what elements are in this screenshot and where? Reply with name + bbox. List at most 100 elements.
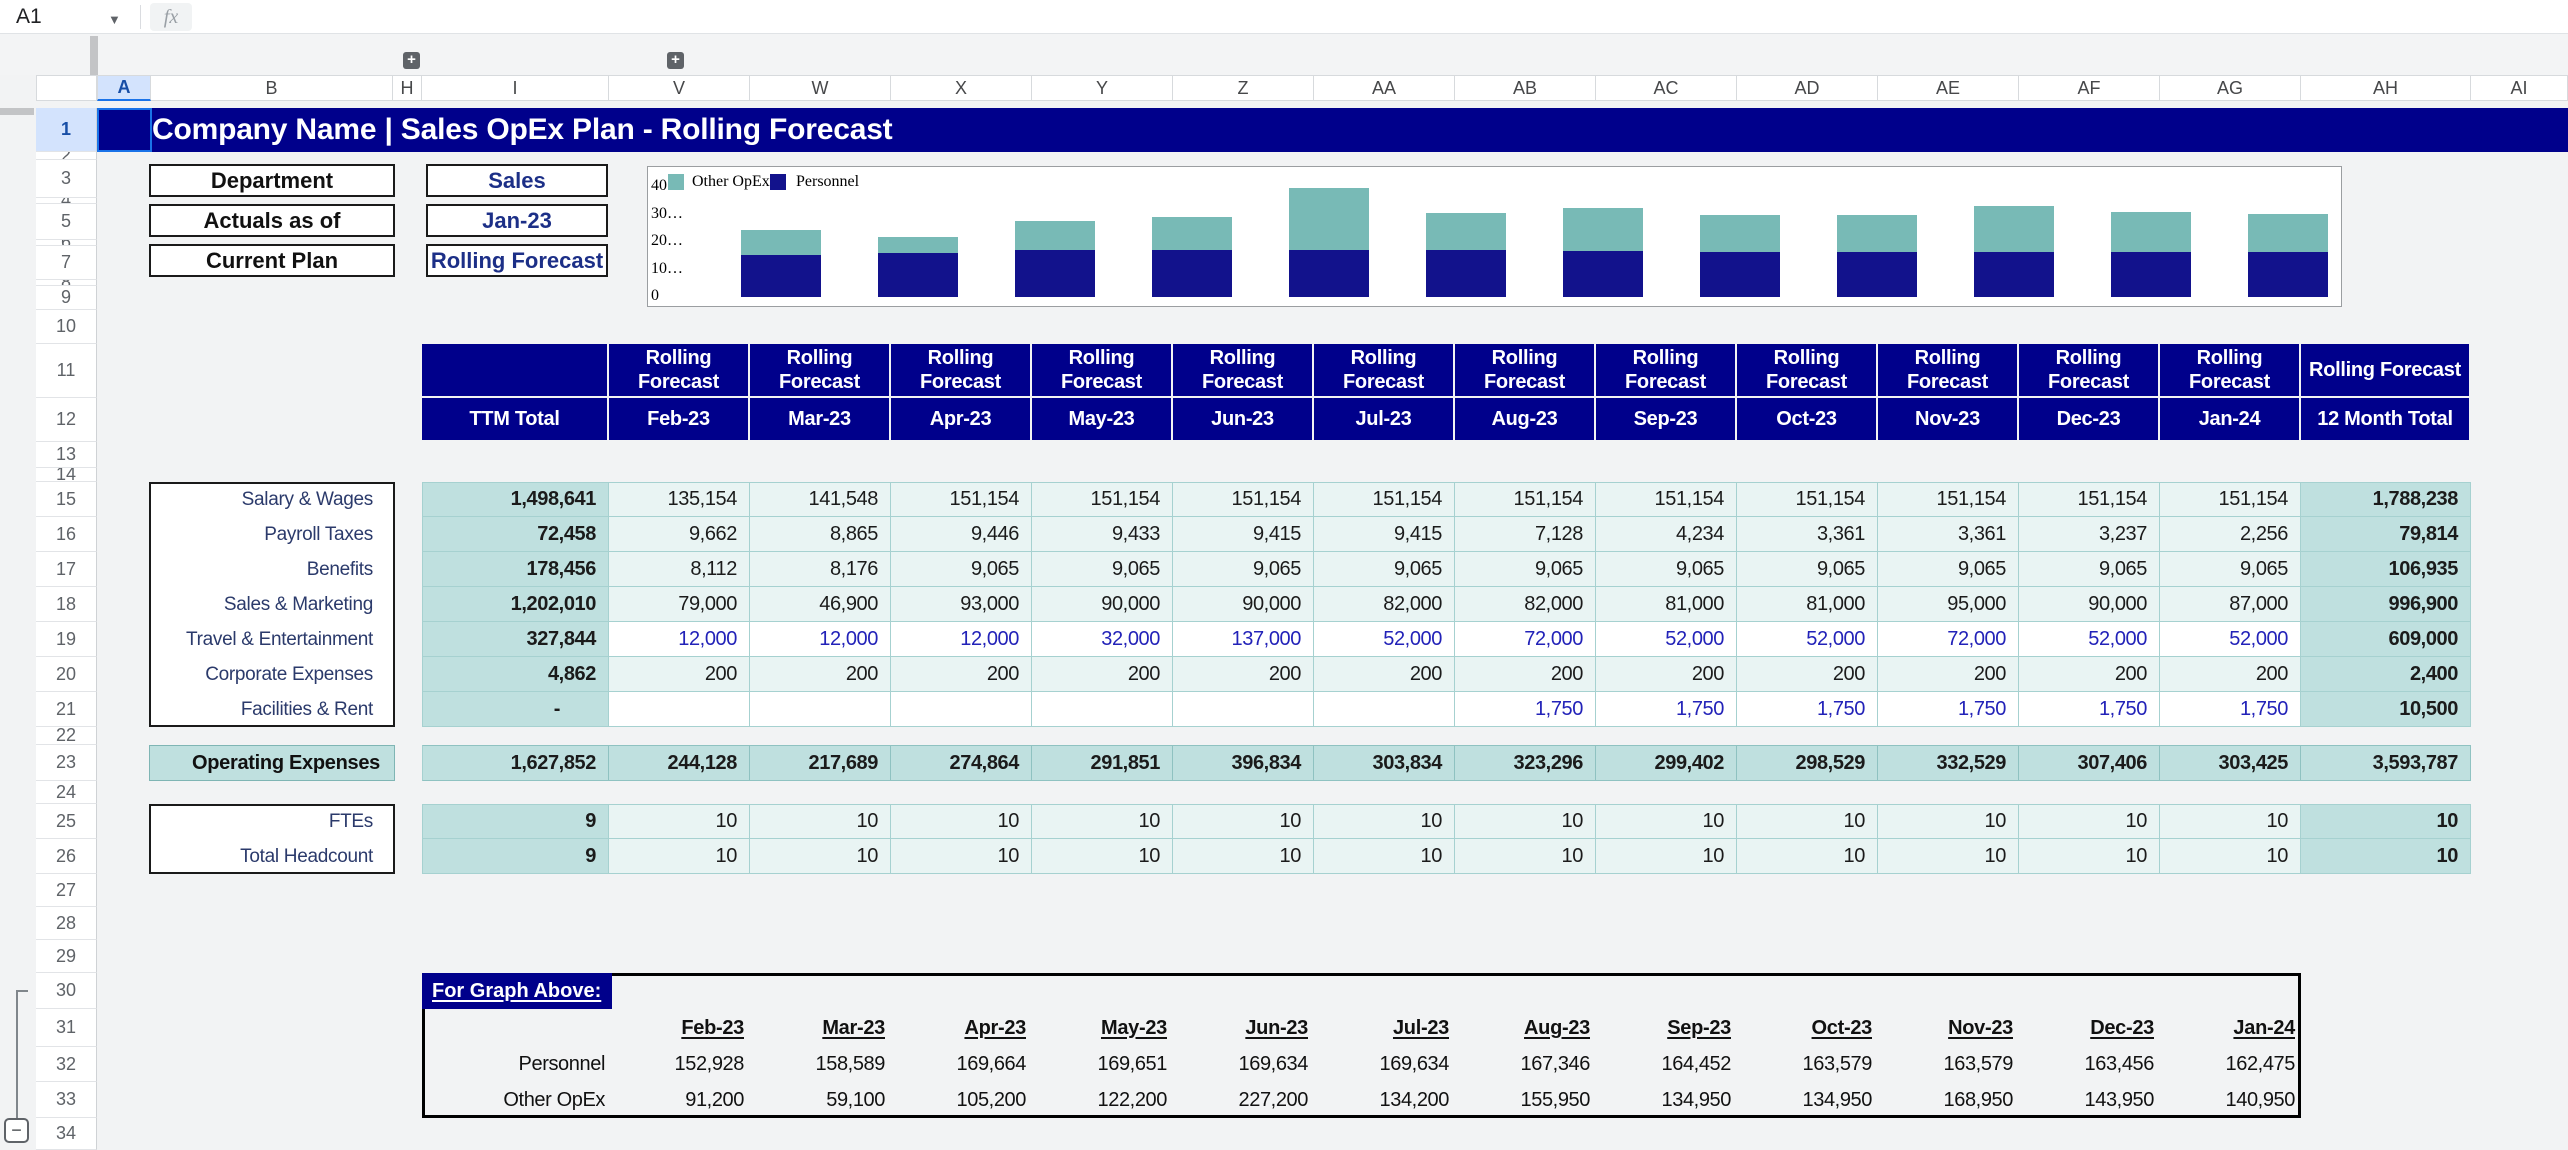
header-cell-month-Aug-23[interactable]: Aug-23: [1455, 398, 1594, 440]
column-header-I[interactable]: I: [422, 75, 609, 101]
cell-FTEs-Jan-24[interactable]: 10: [2160, 804, 2301, 839]
cell-Corporate Expenses-May-23[interactable]: 200: [1032, 657, 1173, 692]
cell-FTEs-Nov-23[interactable]: 10: [1878, 804, 2019, 839]
cell-total-Sales & Marketing[interactable]: 996,900: [2301, 587, 2471, 622]
cell-Sales & Marketing-Oct-23[interactable]: 81,000: [1737, 587, 1878, 622]
cell-Corporate Expenses-Sep-23[interactable]: 200: [1596, 657, 1737, 692]
cell-operating-expenses-Aug-23[interactable]: 323,296: [1455, 745, 1596, 781]
cell-Benefits-Oct-23[interactable]: 9,065: [1737, 552, 1878, 587]
cell-Total Headcount-Jun-23[interactable]: 10: [1173, 839, 1314, 874]
cell-FTEs-Apr-23[interactable]: 10: [891, 804, 1032, 839]
cell-FTEs-Oct-23[interactable]: 10: [1737, 804, 1878, 839]
cell-Total Headcount-Feb-23[interactable]: 10: [609, 839, 750, 874]
cell-total-Total Headcount[interactable]: 10: [2301, 839, 2471, 874]
header-cell-month-Sep-23[interactable]: Sep-23: [1596, 398, 1735, 440]
graph-month-Oct-23[interactable]: Oct-23: [1737, 1009, 1873, 1047]
cell-Payroll Taxes-Jan-24[interactable]: 2,256: [2160, 517, 2301, 552]
cell-total-Travel & Entertainment[interactable]: 609,000: [2301, 622, 2471, 657]
cell-Payroll Taxes-Jul-23[interactable]: 9,415: [1314, 517, 1455, 552]
row-header-26[interactable]: 26: [36, 839, 97, 874]
row-header-11[interactable]: 11: [36, 344, 97, 398]
cell-total-Corporate Expenses[interactable]: 2,400: [2301, 657, 2471, 692]
row-header-23[interactable]: 23: [36, 745, 97, 781]
cell-Travel & Entertainment-Mar-23[interactable]: 12,000: [750, 622, 891, 657]
header-cell-rolling-forecast-Feb-23[interactable]: Rolling Forecast: [609, 344, 748, 396]
cell-Travel & Entertainment-May-23[interactable]: 32,000: [1032, 622, 1173, 657]
row-header-5[interactable]: 5: [36, 204, 97, 240]
cell-ttm-Payroll Taxes[interactable]: 72,458: [422, 517, 609, 552]
cell-Sales & Marketing-Jun-23[interactable]: 90,000: [1173, 587, 1314, 622]
cell-Travel & Entertainment-Dec-23[interactable]: 52,000: [2019, 622, 2160, 657]
cell-Total Headcount-Oct-23[interactable]: 10: [1737, 839, 1878, 874]
row-header-8[interactable]: 8: [36, 280, 97, 286]
cell-Facilities & Rent-Mar-23[interactable]: [750, 692, 891, 727]
header-cell-rolling-forecast-total[interactable]: Rolling Forecast: [2301, 344, 2469, 396]
cell-Sales & Marketing-May-23[interactable]: 90,000: [1032, 587, 1173, 622]
row-header-28[interactable]: 28: [36, 907, 97, 940]
cell-Payroll Taxes-May-23[interactable]: 9,433: [1032, 517, 1173, 552]
cell-Corporate Expenses-Jan-24[interactable]: 200: [2160, 657, 2301, 692]
cell-Travel & Entertainment-Apr-23[interactable]: 12,000: [891, 622, 1032, 657]
cell-Travel & Entertainment-Sep-23[interactable]: 52,000: [1596, 622, 1737, 657]
cell-Facilities & Rent-Jan-24[interactable]: 1,750: [2160, 692, 2301, 727]
cell-Total Headcount-Mar-23[interactable]: 10: [750, 839, 891, 874]
row-header-30[interactable]: 30: [36, 973, 97, 1009]
graph-cell-Personnel-Aug-23[interactable]: 167,346: [1520, 1053, 1591, 1075]
cell-Facilities & Rent-May-23[interactable]: [1032, 692, 1173, 727]
row-header-19[interactable]: 19: [36, 622, 97, 657]
cell-Travel & Entertainment-Jun-23[interactable]: 137,000: [1173, 622, 1314, 657]
column-header-AE[interactable]: AE: [1878, 75, 2019, 101]
cell-Corporate Expenses-Jun-23[interactable]: 200: [1173, 657, 1314, 692]
cell-FTEs-Aug-23[interactable]: 10: [1455, 804, 1596, 839]
row-header-25[interactable]: 25: [36, 804, 97, 839]
graph-cell-Personnel-Oct-23[interactable]: 163,579: [1802, 1053, 1873, 1075]
cell-FTEs-Sep-23[interactable]: 10: [1596, 804, 1737, 839]
cell-Benefits-Mar-23[interactable]: 8,176: [750, 552, 891, 587]
cell-total-Facilities & Rent[interactable]: 10,500: [2301, 692, 2471, 727]
column-header-Y[interactable]: Y: [1032, 75, 1173, 101]
cell-FTEs-Jun-23[interactable]: 10: [1173, 804, 1314, 839]
cell-Benefits-Sep-23[interactable]: 9,065: [1596, 552, 1737, 587]
graph-month-Mar-23[interactable]: Mar-23: [750, 1009, 885, 1047]
graph-cell-Personnel-Nov-23[interactable]: 163,579: [1943, 1053, 2014, 1075]
graph-month-Feb-23[interactable]: Feb-23: [609, 1009, 744, 1047]
row-header-6[interactable]: 6: [36, 240, 97, 246]
cell-Facilities & Rent-Dec-23[interactable]: 1,750: [2019, 692, 2160, 727]
cell-Facilities & Rent-Nov-23[interactable]: 1,750: [1878, 692, 2019, 727]
info-value-actuals[interactable]: Jan-23: [426, 204, 608, 237]
cell-Salary & Wages-Dec-23[interactable]: 151,154: [2019, 482, 2160, 517]
graph-month-Dec-23[interactable]: Dec-23: [2019, 1009, 2154, 1047]
cell-Travel & Entertainment-Aug-23[interactable]: 72,000: [1455, 622, 1596, 657]
cell-operating-expenses-Jun-23[interactable]: 396,834: [1173, 745, 1314, 781]
column-header-AF[interactable]: AF: [2019, 75, 2160, 101]
graph-month-Sep-23[interactable]: Sep-23: [1596, 1009, 1731, 1047]
column-header-AD[interactable]: AD: [1737, 75, 1878, 101]
row-header-14[interactable]: 14: [36, 468, 97, 482]
cell-operating-expenses-Apr-23[interactable]: 274,864: [891, 745, 1032, 781]
graph-cell-Other OpEx-Jan-24[interactable]: 140,950: [2225, 1088, 2296, 1111]
graph-data-title[interactable]: For Graph Above:: [422, 973, 612, 1009]
graph-month-Jun-23[interactable]: Jun-23: [1173, 1009, 1308, 1047]
cell-ttm-operating-expenses[interactable]: 1,627,852: [422, 745, 609, 781]
cell-Benefits-May-23[interactable]: 9,065: [1032, 552, 1173, 587]
cell-ttm-Benefits[interactable]: 178,456: [422, 552, 609, 587]
cell-Travel & Entertainment-Oct-23[interactable]: 52,000: [1737, 622, 1878, 657]
column-header-AI[interactable]: AI: [2471, 75, 2568, 101]
row-header-3[interactable]: 3: [36, 160, 97, 198]
column-header-V[interactable]: V: [609, 75, 750, 101]
cell-Total Headcount-Aug-23[interactable]: 10: [1455, 839, 1596, 874]
cell-Sales & Marketing-Aug-23[interactable]: 82,000: [1455, 587, 1596, 622]
cell-Sales & Marketing-Sep-23[interactable]: 81,000: [1596, 587, 1737, 622]
graph-month-May-23[interactable]: May-23: [1032, 1009, 1167, 1047]
header-cell-month-Oct-23[interactable]: Oct-23: [1737, 398, 1876, 440]
cell-Salary & Wages-Sep-23[interactable]: 151,154: [1596, 482, 1737, 517]
cell-Travel & Entertainment-Jan-24[interactable]: 52,000: [2160, 622, 2301, 657]
cell-Salary & Wages-Mar-23[interactable]: 141,548: [750, 482, 891, 517]
cell-Salary & Wages-May-23[interactable]: 151,154: [1032, 482, 1173, 517]
graph-month-Jan-24[interactable]: Jan-24: [2160, 1009, 2295, 1047]
row-header-12[interactable]: 12: [36, 398, 97, 442]
cell-operating-expenses-Feb-23[interactable]: 244,128: [609, 745, 750, 781]
header-cell-12-month-total[interactable]: 12 Month Total: [2301, 398, 2469, 440]
graph-row-label-Personnel[interactable]: Personnel: [518, 1053, 606, 1075]
column-header-Z[interactable]: Z: [1173, 75, 1314, 101]
